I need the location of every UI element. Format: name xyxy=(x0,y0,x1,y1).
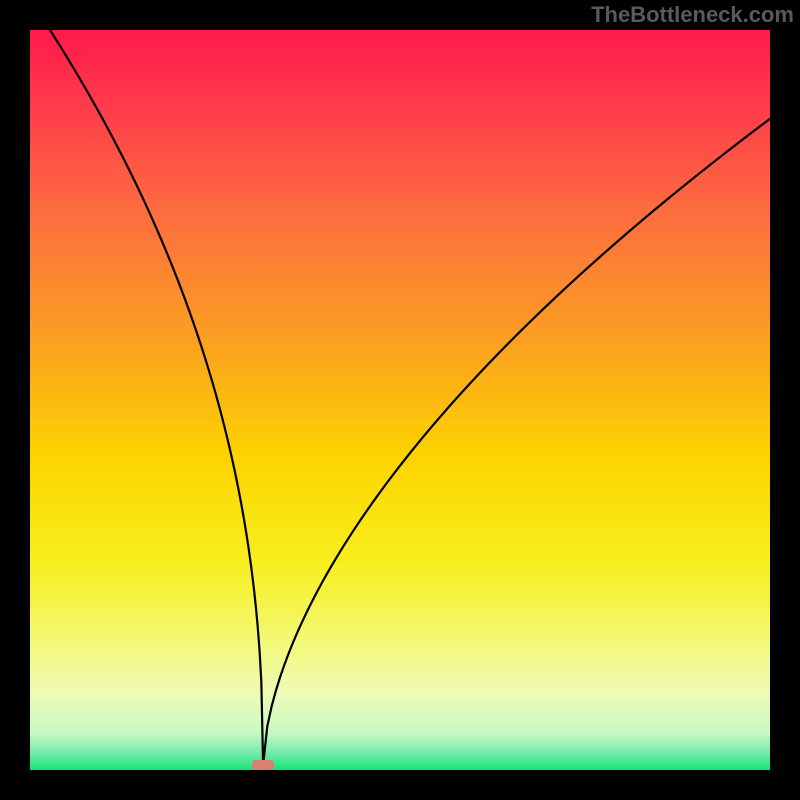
bottleneck-curve xyxy=(30,30,770,770)
chart-container: TheBottleneck.com xyxy=(0,0,800,800)
min-marker xyxy=(252,760,274,770)
plot-area xyxy=(30,30,770,770)
watermark-text: TheBottleneck.com xyxy=(591,2,794,28)
